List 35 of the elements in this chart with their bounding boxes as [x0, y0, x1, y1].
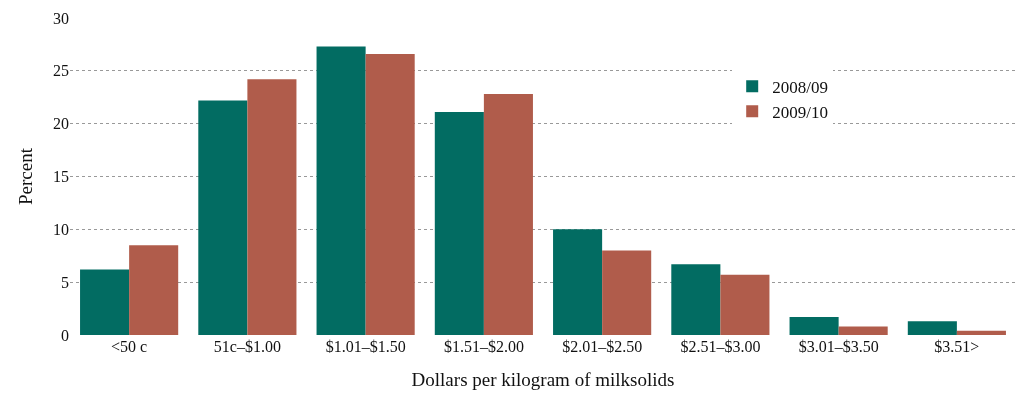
y-axis-title: Percent [14, 147, 36, 205]
x-tick-label: 51c–$1.00 [213, 338, 281, 355]
y-tick-label: 20 [53, 115, 69, 133]
y-tick-label: 0 [61, 326, 69, 344]
y-tick-label: 15 [53, 168, 69, 186]
bar [129, 245, 179, 335]
x-tick-label: $3.01–$3.50 [798, 338, 879, 355]
bar [80, 269, 130, 335]
legend-label: 2008/09 [772, 77, 828, 97]
y-tick-label: 10 [53, 220, 69, 238]
bar [316, 46, 366, 335]
bar [907, 321, 957, 335]
x-axis-title: Dollars per kilogram of milksolids [411, 368, 675, 390]
bar [247, 79, 297, 335]
bar [956, 330, 1006, 335]
x-tick-label: $2.01–$2.50 [562, 338, 643, 355]
x-tick-label: $3.51> [934, 338, 980, 355]
y-tick-label: 5 [61, 273, 69, 291]
x-tick-label: $1.01–$1.50 [325, 338, 406, 355]
x-tick-label: $2.51–$3.00 [680, 338, 761, 355]
y-tick-label: 25 [53, 62, 69, 80]
y-tick-label: 30 [53, 9, 69, 27]
legend-label: 2009/10 [772, 103, 828, 122]
bar [365, 53, 415, 335]
bar [483, 94, 533, 335]
bar [602, 250, 652, 335]
bar [720, 274, 770, 335]
bar [198, 100, 248, 335]
bar [838, 326, 888, 335]
bar [789, 317, 839, 335]
x-tick-label: $1.51–$2.00 [443, 338, 524, 355]
bar [434, 112, 484, 335]
x-tick-label: <50 c [111, 338, 148, 355]
bar [553, 229, 603, 335]
bar [671, 264, 721, 335]
